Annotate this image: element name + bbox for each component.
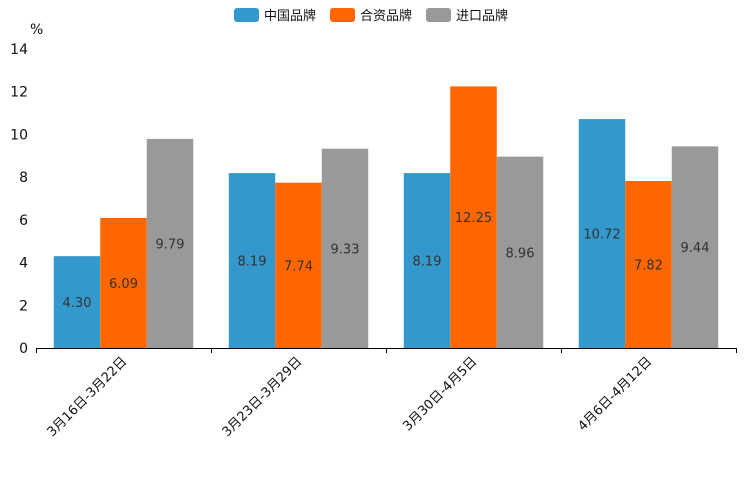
legend-item[interactable]: 中国品牌: [234, 8, 316, 24]
data-label: 4.30: [63, 296, 92, 311]
data-label: 8.19: [413, 255, 442, 270]
data-labels: 4.30 6.09 9.79 8.19 7.74 9.33 8.19 12.25 8.96 10.…: [63, 211, 710, 311]
x-category-label: 3月30日-4月5日: [400, 354, 480, 434]
y-axis: 0 2 4 6 8 10 12 14: [10, 42, 28, 357]
bar[interactable]: [275, 182, 322, 348]
data-label: 9.44: [681, 241, 710, 256]
data-label: 10.72: [583, 228, 620, 243]
bar[interactable]: [228, 173, 276, 348]
data-label: 9.79: [156, 237, 185, 252]
x-category-label: 3月16日-3月22日: [45, 354, 131, 440]
bar[interactable]: [53, 256, 101, 348]
y-tick-label: 10: [10, 127, 28, 143]
legend-item[interactable]: 进口品牌: [426, 8, 508, 24]
data-label: 8.96: [506, 246, 535, 261]
bar[interactable]: [671, 146, 719, 348]
bar[interactable]: [625, 180, 672, 348]
x-axis: 3月16日-3月22日 3月23日-3月29日 3月30日-4月5日 4月6日-4月1…: [36, 348, 737, 440]
y-tick-label: 14: [10, 42, 28, 58]
data-label: 6.09: [109, 277, 138, 292]
bars: [53, 86, 719, 349]
data-label: 12.25: [455, 211, 492, 226]
data-label: 7.74: [284, 259, 313, 274]
bar[interactable]: [450, 86, 497, 348]
y-tick-label: 6: [19, 213, 28, 229]
legend-swatch: [234, 8, 259, 22]
legend-item[interactable]: 合资品牌: [330, 8, 412, 24]
bar[interactable]: [321, 148, 369, 348]
data-label: 7.82: [634, 258, 663, 273]
legend-swatch: [426, 8, 451, 22]
bar[interactable]: [496, 156, 544, 348]
legend-label: 进口品牌: [456, 8, 508, 24]
legend-label: 中国品牌: [264, 8, 316, 24]
y-axis-unit-label: %: [30, 22, 43, 38]
y-tick-label: 8: [19, 170, 28, 186]
legend: 中国品牌 合资品牌 进口品牌: [234, 8, 508, 24]
data-label: 8.19: [238, 255, 267, 270]
y-tick-label: 2: [19, 298, 28, 314]
bar[interactable]: [578, 119, 626, 349]
x-category-label: 4月6日-4月12日: [575, 354, 655, 434]
y-tick-label: 12: [10, 85, 28, 101]
data-label: 9.33: [331, 242, 360, 257]
legend-swatch: [330, 8, 355, 22]
y-tick-label: 4: [19, 256, 28, 272]
bar[interactable]: [146, 138, 194, 348]
bar[interactable]: [100, 217, 147, 348]
bar[interactable]: [403, 173, 451, 348]
x-category-label: 3月23日-3月29日: [220, 354, 306, 440]
legend-label: 合资品牌: [360, 8, 412, 24]
y-tick-label: 0: [19, 341, 28, 357]
